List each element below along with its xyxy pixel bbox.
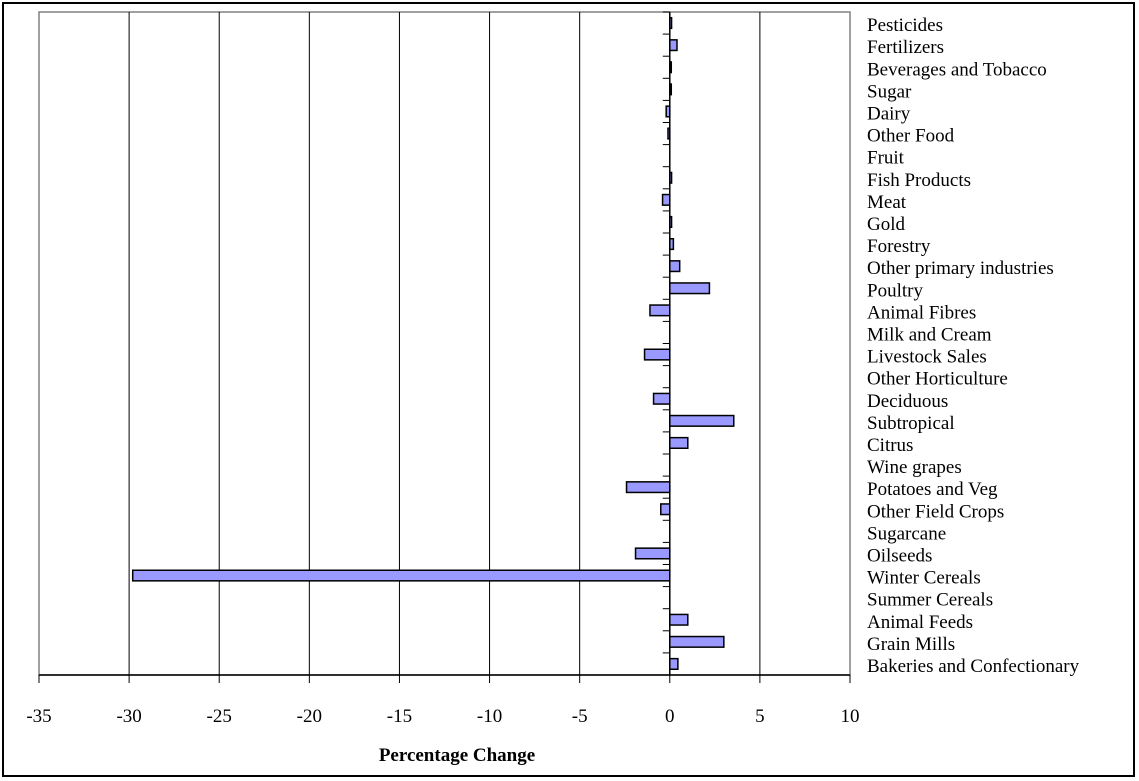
category-label: Gold (867, 214, 906, 235)
x-tick-label: -30 (116, 706, 141, 727)
bar (634, 547, 671, 560)
category-label: Meat (867, 192, 907, 213)
category-label: Animal Fibres (867, 302, 976, 323)
x-axis-title: Percentage Change (379, 745, 535, 766)
bars (131, 16, 735, 671)
bar (669, 260, 681, 273)
category-label: Sugar (867, 81, 912, 102)
category-label: Beverages and Tobacco (867, 59, 1047, 80)
bar (669, 282, 711, 295)
category-label: Poultry (867, 280, 923, 301)
x-tick-label: 0 (665, 706, 675, 727)
bar (660, 503, 671, 516)
bar (625, 481, 671, 494)
bar (669, 613, 689, 626)
bar (669, 39, 678, 52)
category-label: Citrus (867, 435, 913, 456)
category-label: Pesticides (867, 15, 943, 36)
bar (649, 304, 671, 317)
category-label: Fertilizers (867, 37, 944, 58)
x-tick-label: -10 (477, 706, 502, 727)
category-label: Fruit (867, 148, 905, 169)
x-tick-label: -15 (387, 706, 412, 727)
plot-area (38, 11, 851, 676)
bar (669, 414, 735, 427)
category-label: Milk and Cream (867, 324, 992, 345)
bar (669, 657, 679, 671)
category-label: Summer Cereals (867, 590, 993, 611)
bar (131, 569, 671, 582)
gridlines (128, 12, 761, 675)
bar (661, 193, 671, 206)
category-label: Grain Mills (867, 634, 955, 655)
category-label: Dairy (867, 103, 911, 124)
category-label: Livestock Sales (867, 347, 987, 368)
category-label: Sugarcane (867, 523, 946, 544)
category-label: Wine grapes (867, 457, 962, 478)
x-tick-labels: -35 -30 -25 -20 -15 -10 -5 0 5 10 (26, 706, 859, 727)
category-label: Other Food (867, 126, 955, 147)
category-label: Bakeries and Confectionary (867, 656, 1080, 677)
x-tick-label: -20 (297, 706, 322, 727)
category-label: Oilseeds (867, 545, 932, 566)
category-label: Other primary industries (867, 258, 1054, 279)
category-label: Potatoes and Veg (867, 479, 998, 500)
x-tick-label: -5 (572, 706, 588, 727)
bar (669, 436, 689, 450)
bar (652, 392, 671, 405)
category-label: Forestry (867, 236, 931, 257)
x-tick-label: 5 (755, 706, 765, 727)
category-label: Other Horticulture (867, 369, 1008, 390)
x-tick-label: -35 (26, 706, 51, 727)
x-tick-label: 10 (841, 706, 860, 727)
category-label: Other Field Crops (867, 501, 1004, 522)
axes (38, 11, 851, 683)
category-label: Subtropical (867, 413, 955, 434)
bar (643, 348, 671, 361)
bar (669, 635, 725, 648)
category-label: Winter Cereals (867, 568, 981, 589)
category-label: Fish Products (867, 170, 971, 191)
category-label: Animal Feeds (867, 612, 973, 633)
category-label: Deciduous (867, 391, 948, 412)
x-tick-label: -25 (207, 706, 232, 727)
